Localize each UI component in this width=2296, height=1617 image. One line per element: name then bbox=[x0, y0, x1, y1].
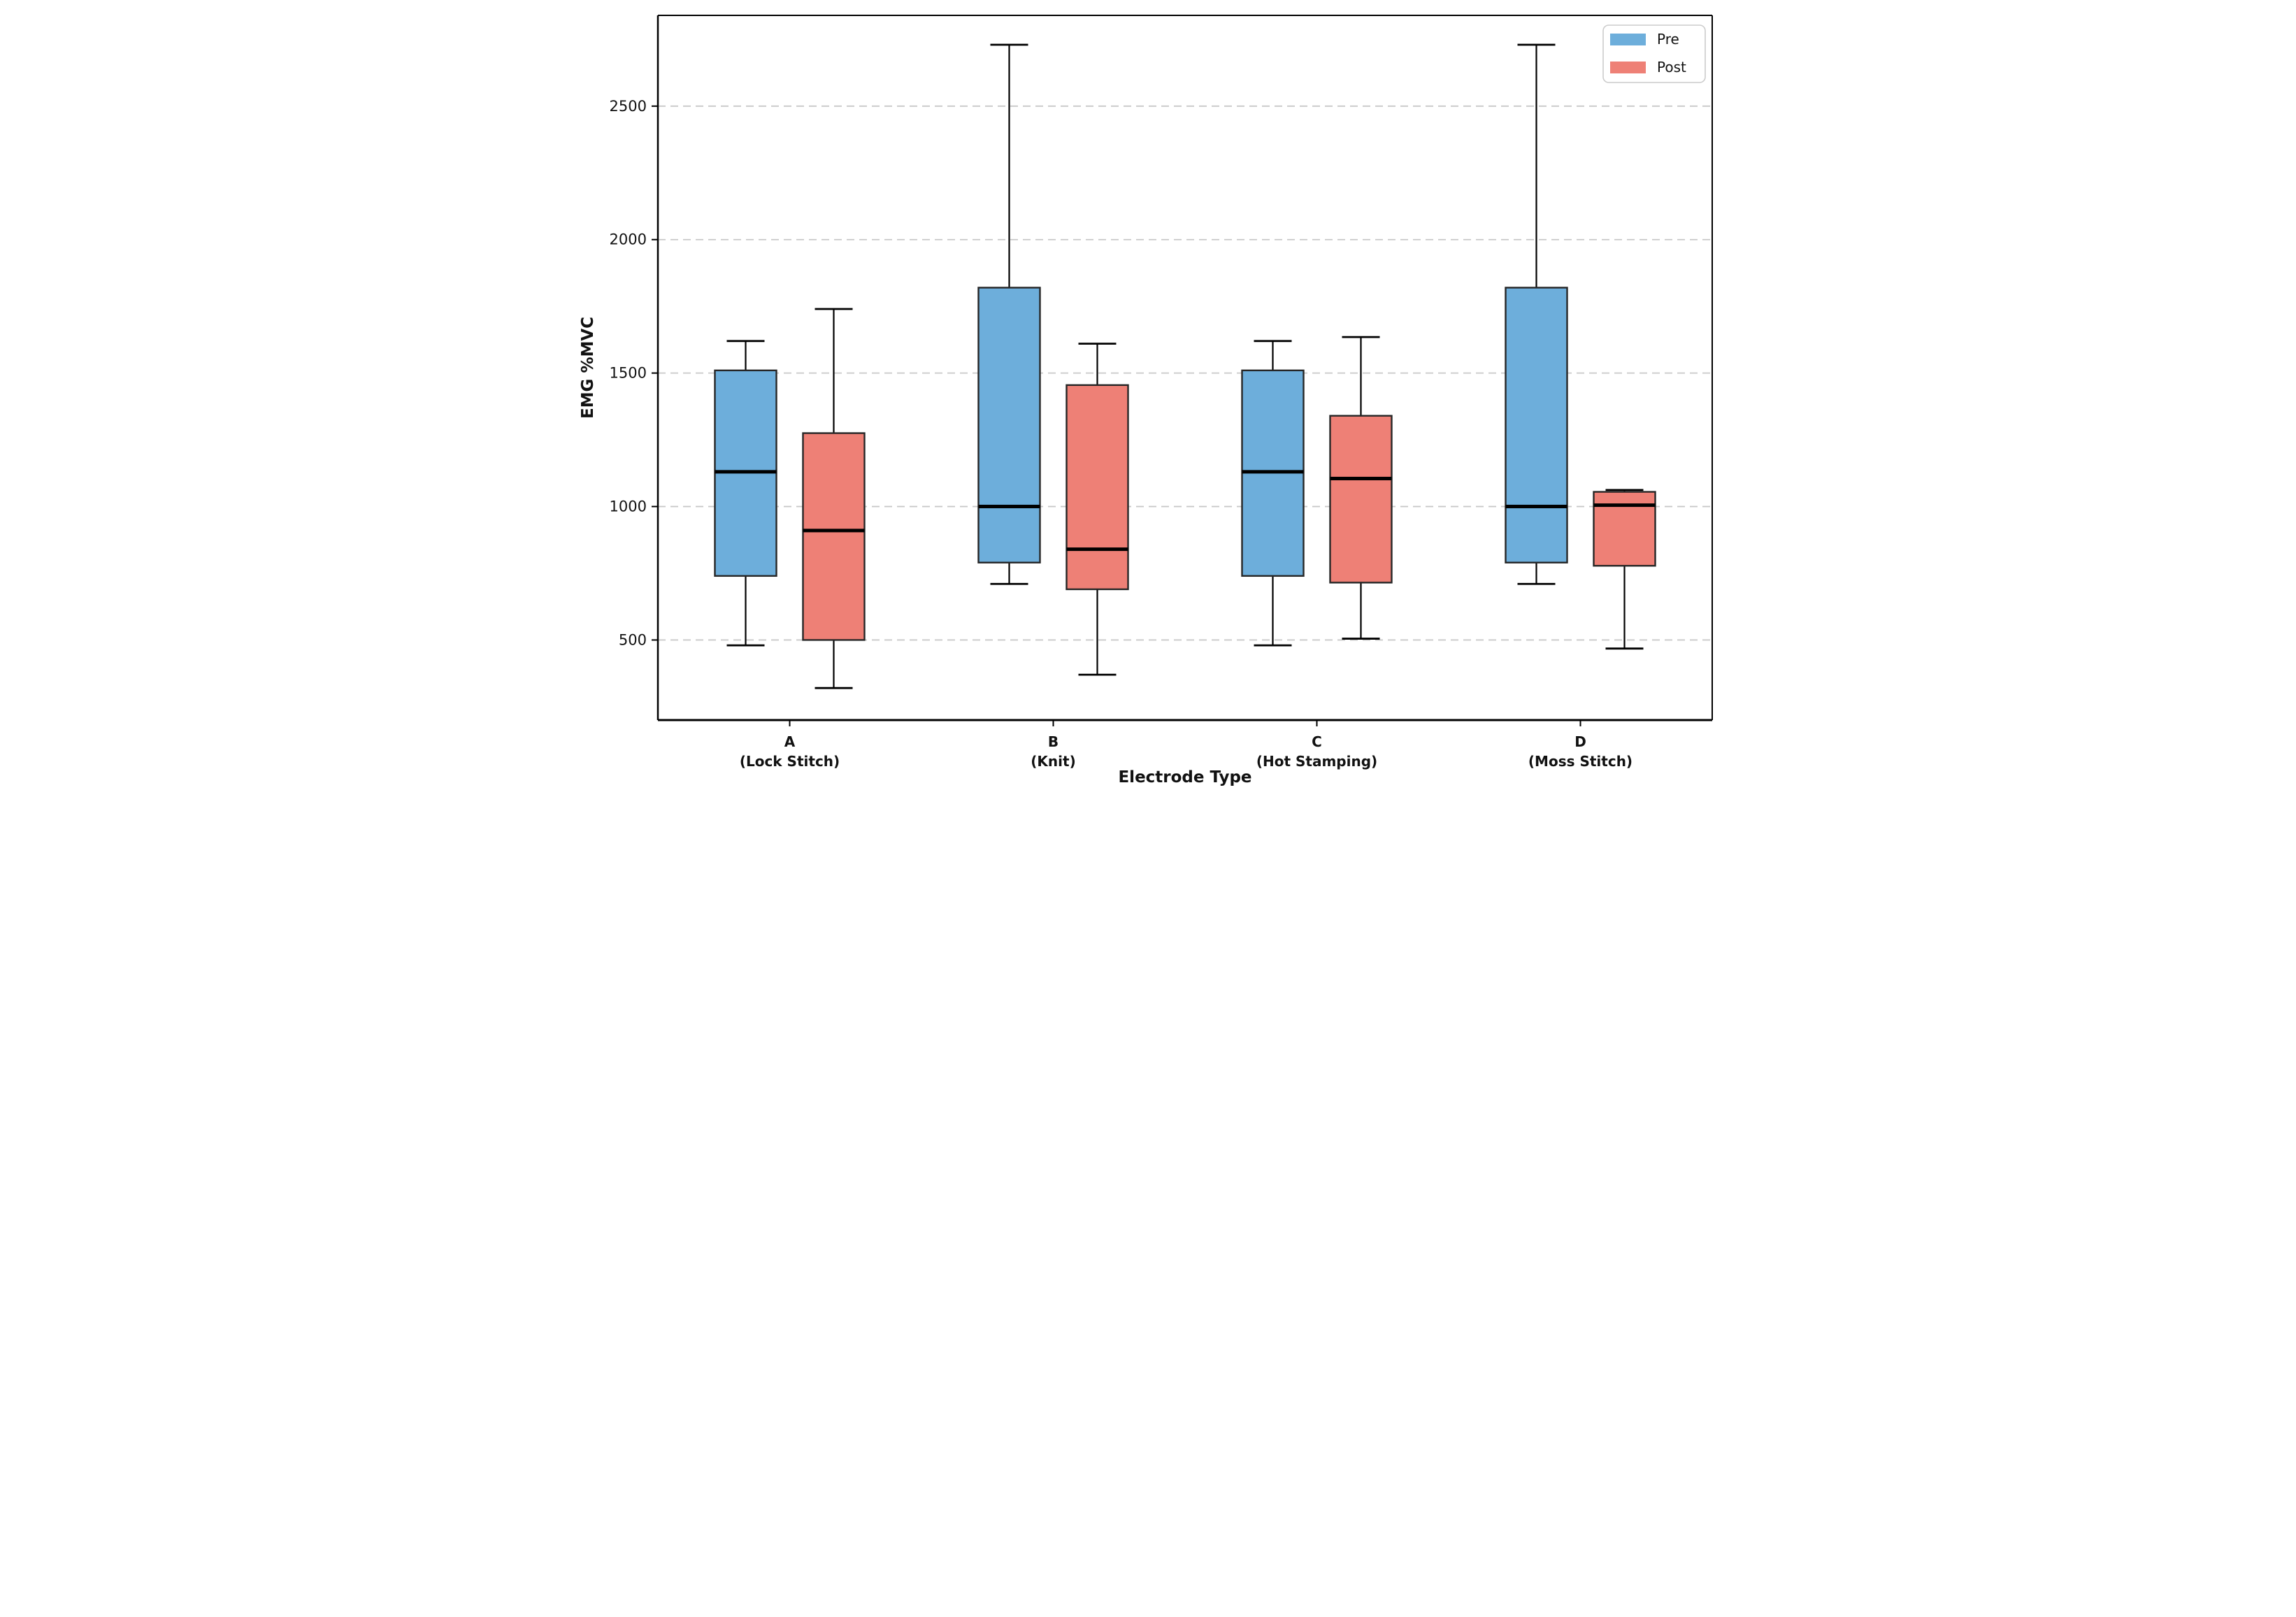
xtick-sublabel-B: (Knit) bbox=[1031, 753, 1075, 770]
iqr-box bbox=[977, 287, 1041, 563]
legend-swatch-pre bbox=[1610, 34, 1646, 45]
xtick-label-C: C bbox=[1312, 733, 1322, 750]
iqr-box bbox=[1329, 415, 1393, 584]
emg-boxplot-chart: 500 1000 1500 2000 2500 A (Lock Stitch) B (Knit)… bbox=[579, 15, 1713, 786]
ytick-label-1500: 1500 bbox=[610, 365, 647, 382]
legend-label-pre: Pre bbox=[1657, 31, 1679, 48]
box-pre-B bbox=[977, 43, 1041, 585]
xtick-label-A: A bbox=[784, 733, 796, 750]
xtick-sublabel-A: (Lock Stitch) bbox=[740, 753, 840, 770]
xtick-label-B: B bbox=[1048, 733, 1059, 750]
ytick-label-2000: 2000 bbox=[610, 231, 647, 248]
xtick-sublabel-D: (Moss Stitch) bbox=[1528, 753, 1633, 770]
iqr-box bbox=[802, 432, 866, 641]
xtick-sublabel-C: (Hot Stamping) bbox=[1256, 753, 1377, 770]
box-post-B bbox=[1066, 343, 1129, 676]
box-pre-C bbox=[1241, 340, 1305, 647]
xtick-label-D: D bbox=[1574, 733, 1586, 750]
box-post-C bbox=[1329, 336, 1393, 640]
axis-ticks: 500 1000 1500 2000 2500 A (Lock Stitch) B (Knit)… bbox=[610, 98, 1633, 770]
iqr-box bbox=[1593, 491, 1656, 567]
legend-swatch-post bbox=[1610, 62, 1646, 73]
iqr-box bbox=[1505, 287, 1568, 563]
legend-label-post: Post bbox=[1657, 59, 1686, 76]
boxplot-figure: 500 1000 1500 2000 2500 A (Lock Stitch) B (Knit)… bbox=[574, 0, 1722, 808]
x-axis-title: Electrode Type bbox=[1118, 768, 1251, 786]
box-pre-A bbox=[714, 340, 777, 647]
legend: Pre Post bbox=[1602, 24, 1706, 83]
ytick-label-500: 500 bbox=[619, 631, 647, 648]
ytick-label-2500: 2500 bbox=[610, 98, 647, 115]
axes-spines bbox=[656, 15, 1713, 721]
iqr-box bbox=[1066, 384, 1129, 591]
boxplot-layer bbox=[714, 43, 1656, 689]
box-post-A bbox=[802, 308, 866, 689]
box-post-D bbox=[1593, 489, 1656, 650]
box-pre-D bbox=[1505, 43, 1568, 585]
y-axis-title: EMG %MVC bbox=[579, 317, 597, 419]
ytick-label-1000: 1000 bbox=[610, 498, 647, 515]
